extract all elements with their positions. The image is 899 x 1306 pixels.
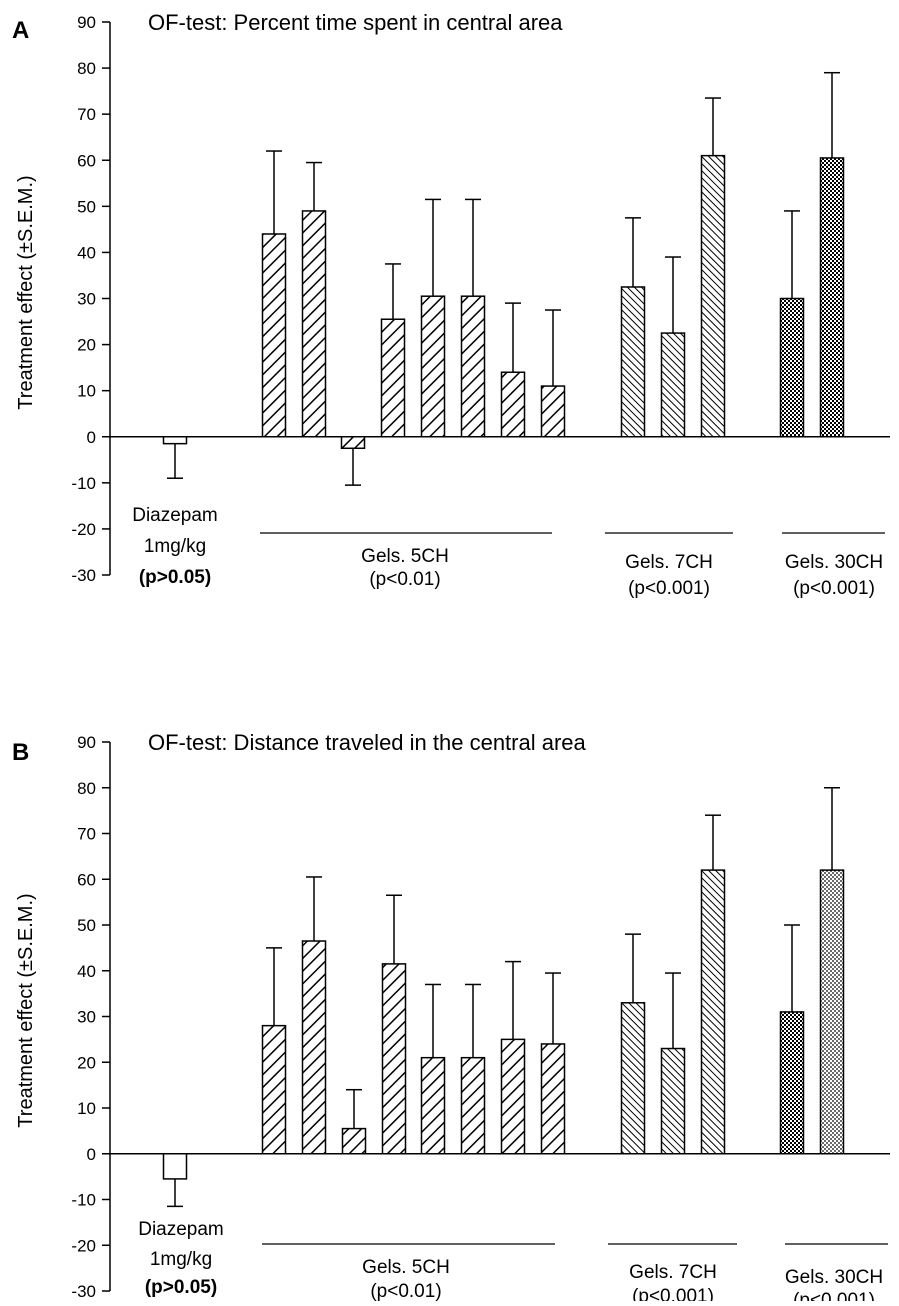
y-tick-label: -30 (71, 566, 96, 585)
y-tick-label: 40 (77, 962, 96, 981)
bar (819, 157, 845, 438)
bar (540, 385, 566, 438)
bar (420, 295, 446, 438)
y-tick-label: 40 (77, 243, 96, 262)
group-label: (p>0.05) (139, 567, 211, 588)
y-tick-label: 60 (77, 870, 96, 889)
y-tick-label: 10 (77, 382, 96, 401)
group-label: 1mg/kg (144, 536, 206, 557)
group-label: Diazepam (138, 1219, 224, 1240)
bar (301, 210, 327, 438)
y-tick-label: 90 (77, 13, 96, 32)
chart-panel-a: A OF-test: Percent time spent in central … (12, 10, 890, 599)
chart-title: OF-test: Distance traveled in the centra… (148, 730, 587, 755)
bar (620, 1002, 646, 1155)
bar (700, 869, 726, 1155)
chart-title: OF-test: Percent time spent in central a… (148, 10, 563, 35)
y-tick-label: -30 (71, 1282, 96, 1301)
bar (460, 295, 486, 438)
bar (420, 1056, 446, 1155)
bar (381, 963, 407, 1155)
bar (162, 1153, 188, 1180)
bar (779, 1011, 805, 1155)
y-tick-label: 10 (77, 1099, 96, 1118)
bar (261, 233, 287, 438)
group-label: (p>0.05) (145, 1277, 217, 1298)
y-tick-label: 30 (77, 1008, 96, 1027)
group-label: (p<0.01) (369, 569, 440, 590)
y-axis-label: Treatment effect (±S.E.M.) (15, 175, 37, 409)
y-tick-label: 70 (77, 105, 96, 124)
y-tick-label: 90 (77, 733, 96, 752)
y-tick-label: -10 (71, 474, 96, 493)
bar (779, 297, 805, 438)
bar (620, 286, 646, 438)
group-label: Gels. 7CH (629, 1262, 717, 1283)
chart-panel-b: B OF-test: Distance traveled in the centr… (12, 730, 890, 1306)
y-tick-label: 70 (77, 825, 96, 844)
y-tick-label: -20 (71, 520, 96, 539)
bar (460, 1056, 486, 1155)
group-label: Diazepam (132, 505, 218, 526)
group-label: (p<0.001) (628, 578, 710, 599)
bar (500, 371, 526, 438)
y-axis-label: Treatment effect (±S.E.M.) (15, 893, 37, 1127)
group-label: 1mg/kg (150, 1249, 212, 1270)
group-label: Gels. 7CH (625, 552, 713, 573)
bar (340, 436, 366, 450)
y-tick-label: 60 (77, 151, 96, 170)
y-tick-label: 50 (77, 197, 96, 216)
y-tick-label: -20 (71, 1236, 96, 1255)
y-tick-label: -10 (71, 1191, 96, 1210)
y-tick-label: 0 (87, 1145, 96, 1164)
y-tick-label: 80 (77, 59, 96, 78)
panel-letter: B (12, 739, 29, 766)
group-label: Gels. 5CH (362, 1257, 450, 1278)
bar (660, 332, 686, 438)
bar (540, 1043, 566, 1155)
bar (162, 436, 188, 445)
y-tick-label: 0 (87, 428, 96, 447)
bar (341, 1127, 367, 1155)
y-tick-label: 20 (77, 1053, 96, 1072)
bar (819, 869, 845, 1155)
bar (500, 1038, 526, 1155)
group-label: (p<0.001) (793, 578, 875, 599)
y-tick-label: 30 (77, 290, 96, 309)
group-label: (p<0.01) (370, 1281, 441, 1301)
bar (301, 940, 327, 1155)
bar (261, 1024, 287, 1155)
group-label: (p<0.001) (793, 1290, 875, 1301)
panel-letter: A (12, 17, 29, 44)
group-label: Gels. 30CH (785, 1267, 883, 1288)
bar (660, 1047, 686, 1155)
y-tick-label: 50 (77, 916, 96, 935)
group-label: Gels. 5CH (361, 546, 449, 567)
group-label: (p<0.001) (632, 1286, 714, 1301)
bar (380, 318, 406, 438)
y-tick-label: 80 (77, 779, 96, 798)
y-tick-label: 20 (77, 336, 96, 355)
group-label: Gels. 30CH (785, 552, 883, 573)
bar (700, 154, 726, 438)
